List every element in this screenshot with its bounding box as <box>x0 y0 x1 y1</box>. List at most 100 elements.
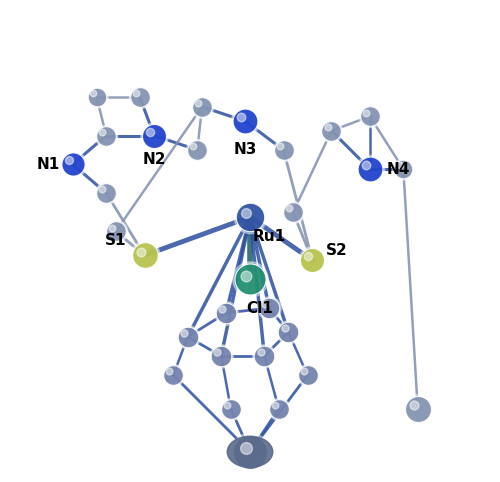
Point <box>396 161 404 169</box>
Text: Cl1: Cl1 <box>246 301 273 316</box>
Text: N4: N4 <box>387 161 410 176</box>
Point <box>227 405 235 413</box>
Point <box>362 109 370 117</box>
Point <box>217 352 225 360</box>
Point <box>92 94 100 101</box>
Point <box>366 112 374 120</box>
Point <box>289 208 297 216</box>
Point <box>218 305 226 313</box>
Point <box>246 276 254 283</box>
Point <box>366 112 374 120</box>
Point <box>184 333 192 341</box>
Point <box>150 132 158 139</box>
Point <box>198 103 206 111</box>
Point <box>300 367 308 375</box>
Point <box>140 252 148 259</box>
Point <box>400 165 407 173</box>
Point <box>98 128 106 135</box>
Point <box>136 94 144 101</box>
Point <box>68 161 76 168</box>
Point <box>328 127 336 134</box>
Point <box>304 371 312 379</box>
Point <box>92 94 100 101</box>
Point <box>222 309 230 317</box>
Point <box>280 146 287 154</box>
Point <box>190 142 198 150</box>
Point <box>227 405 235 413</box>
Point <box>304 253 312 260</box>
Point <box>260 352 268 360</box>
Point <box>284 328 292 336</box>
Point <box>324 123 332 131</box>
Point <box>242 209 250 217</box>
Point <box>246 448 254 455</box>
Ellipse shape <box>227 436 273 468</box>
Point <box>214 348 222 356</box>
Point <box>400 165 407 173</box>
Point <box>242 444 250 452</box>
Point <box>275 405 283 413</box>
Point <box>102 189 110 197</box>
Point <box>102 132 110 139</box>
Point <box>241 117 249 125</box>
Point <box>170 371 177 379</box>
Point <box>170 371 177 379</box>
Point <box>102 132 110 139</box>
Point <box>308 256 316 264</box>
Point <box>414 405 422 413</box>
Point <box>410 401 418 409</box>
Point <box>217 352 225 360</box>
Point <box>280 146 287 154</box>
Text: S2: S2 <box>326 243 347 258</box>
Text: N1: N1 <box>37 157 60 172</box>
Point <box>289 208 297 216</box>
Point <box>184 333 192 341</box>
Point <box>308 256 316 264</box>
Point <box>280 324 288 332</box>
Point <box>246 213 254 221</box>
Point <box>271 401 279 409</box>
Point <box>286 204 294 212</box>
Point <box>246 213 254 221</box>
Point <box>150 132 158 139</box>
Point <box>265 304 273 312</box>
Point <box>112 228 120 235</box>
Point <box>194 99 202 107</box>
Point <box>89 90 97 97</box>
Point <box>68 161 76 168</box>
Point <box>198 103 206 111</box>
Point <box>194 146 202 154</box>
Point <box>65 157 73 164</box>
Point <box>284 328 292 336</box>
Point <box>222 309 230 317</box>
Point <box>136 248 144 255</box>
Point <box>328 127 336 134</box>
Point <box>265 304 273 312</box>
Point <box>112 228 120 235</box>
Point <box>146 128 154 135</box>
Point <box>108 224 116 231</box>
Point <box>260 352 268 360</box>
Point <box>246 448 254 455</box>
Point <box>180 329 188 337</box>
Point <box>275 405 283 413</box>
Point <box>194 146 202 154</box>
Point <box>256 348 264 356</box>
Text: N2: N2 <box>142 152 166 167</box>
Point <box>136 94 144 101</box>
Point <box>238 113 246 121</box>
Text: Ru1: Ru1 <box>252 228 286 244</box>
Point <box>262 300 270 308</box>
Point <box>366 165 374 173</box>
Text: N3: N3 <box>234 143 257 158</box>
Point <box>140 252 148 259</box>
Point <box>246 276 254 283</box>
Point <box>242 272 250 280</box>
Point <box>414 405 422 413</box>
Point <box>102 189 110 197</box>
Point <box>241 117 249 125</box>
Point <box>98 186 106 193</box>
Point <box>276 142 283 150</box>
Point <box>362 161 370 169</box>
Point <box>304 371 312 379</box>
